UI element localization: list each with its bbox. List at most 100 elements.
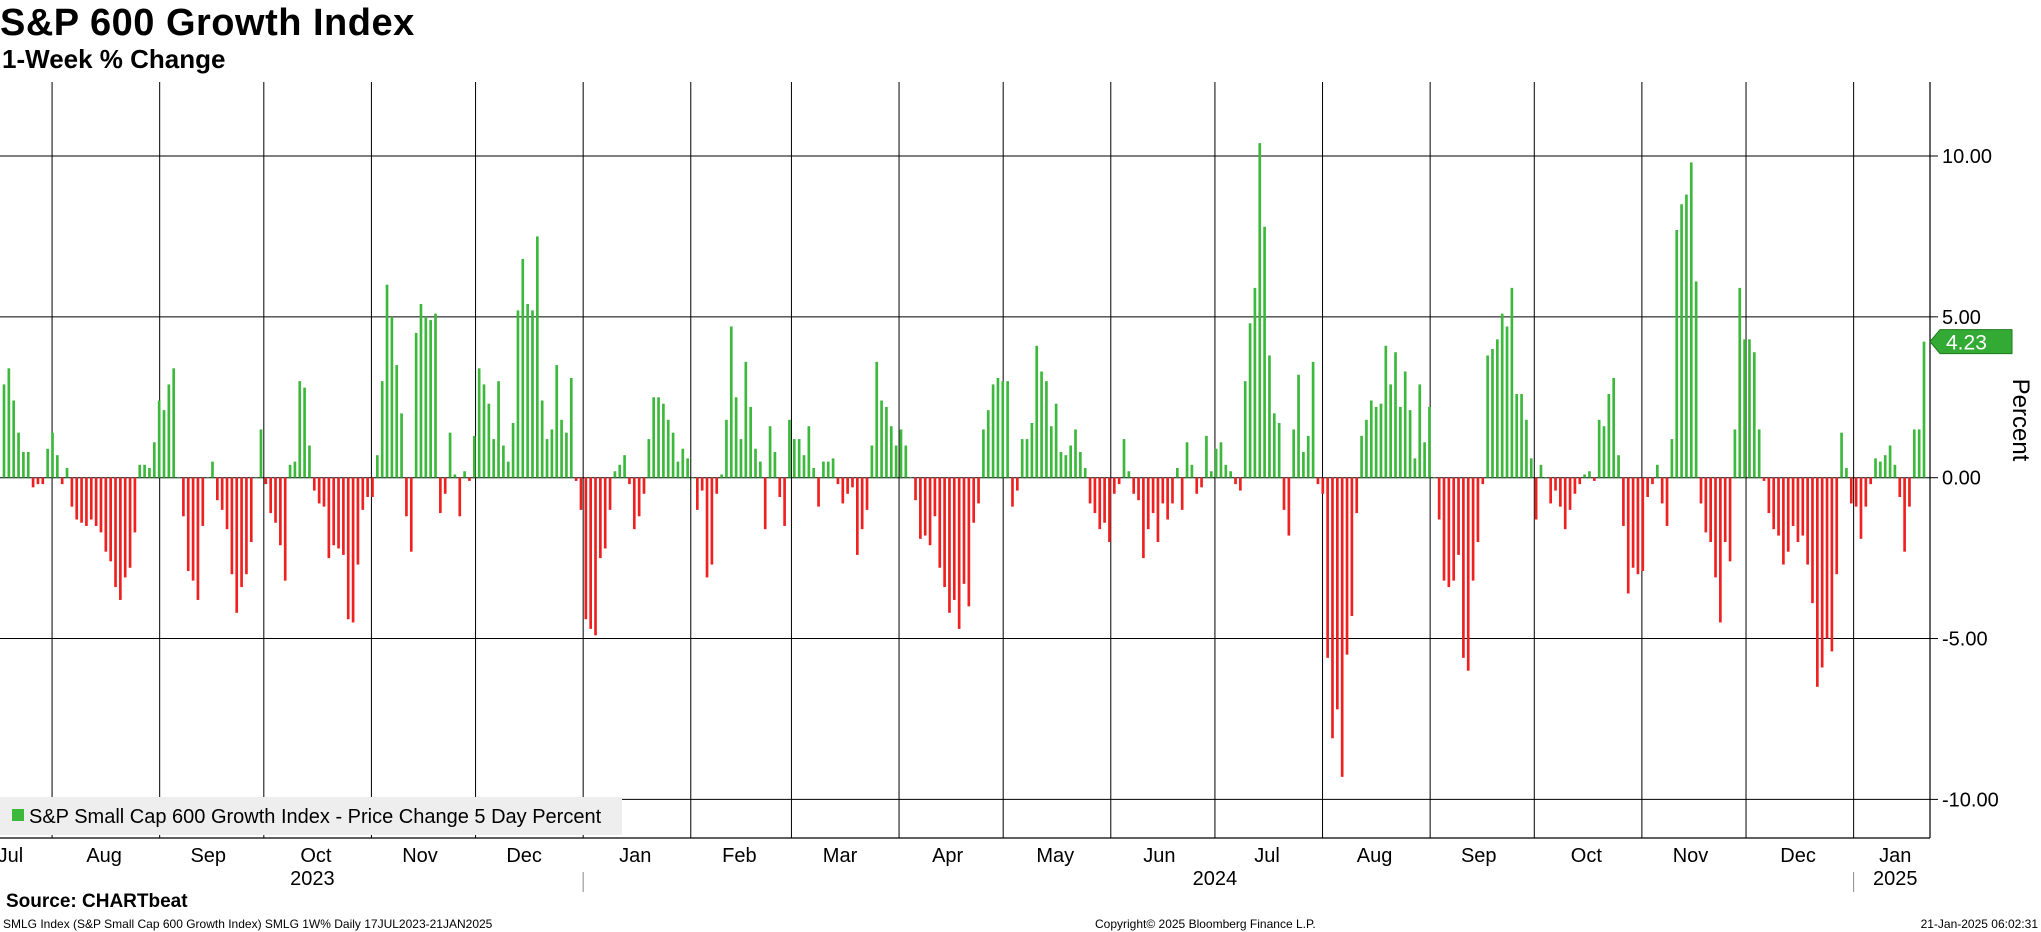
bar: [152, 442, 156, 478]
footer-timestamp: 21-Jan-2025 06:02:31: [1920, 917, 2038, 931]
bar: [1699, 477, 1703, 504]
bar: [1423, 442, 1426, 478]
bar: [1418, 384, 1422, 478]
bar: [1656, 464, 1659, 478]
bar: [211, 461, 214, 478]
bar: [458, 477, 462, 517]
bar: [1782, 477, 1785, 565]
bar: [705, 477, 709, 578]
bar: [856, 477, 859, 555]
bar: [768, 426, 772, 478]
bar: [967, 477, 971, 607]
bar: [225, 477, 229, 530]
bar: [22, 451, 25, 478]
bar: [376, 455, 379, 478]
bar: [1350, 477, 1354, 617]
bar: [1462, 477, 1465, 658]
bar: [550, 429, 554, 478]
bar: [1209, 471, 1213, 478]
bar: [1869, 477, 1872, 485]
x-month-label: Oct: [1571, 845, 1603, 867]
x-month-label: Apr: [932, 845, 963, 867]
bar: [1403, 371, 1407, 478]
bar: [1360, 435, 1363, 478]
bar: [1617, 455, 1620, 478]
bar: [337, 477, 340, 549]
bar: [1816, 477, 1819, 687]
bar: [85, 477, 88, 526]
bar: [1791, 477, 1795, 526]
bar: [80, 477, 83, 523]
bar: [1491, 349, 1494, 478]
bar: [1306, 435, 1310, 478]
bar: [1874, 458, 1877, 478]
x-month-label: Mar: [823, 845, 858, 867]
bar: [409, 477, 413, 552]
bar: [70, 477, 74, 507]
bar: [1515, 394, 1519, 478]
bar: [957, 477, 961, 629]
bar: [443, 477, 447, 494]
bar: [1665, 477, 1669, 526]
bar: [468, 477, 471, 481]
bar: [2, 384, 6, 478]
bar: [1166, 477, 1169, 520]
bar: [1917, 429, 1921, 478]
bar: [1510, 287, 1514, 478]
bar: [356, 477, 360, 565]
y-tick-label: 10.00: [1942, 146, 1992, 168]
legend-label: S&P Small Cap 600 Growth Index - Price C…: [29, 806, 602, 828]
bar: [904, 445, 908, 478]
bar: [1912, 429, 1916, 478]
bar: [56, 455, 59, 478]
y-tick-label: 5.00: [1942, 307, 1981, 329]
bar: [380, 381, 384, 478]
bar: [1292, 429, 1296, 478]
bar: [1180, 477, 1184, 510]
bar: [1171, 477, 1174, 504]
x-month-label: Oct: [300, 845, 332, 867]
bar: [1728, 477, 1732, 562]
bar: [65, 468, 69, 478]
bar: [1554, 477, 1557, 491]
bar: [715, 477, 719, 494]
bar: [885, 406, 888, 478]
bar: [933, 477, 937, 517]
bar: [531, 310, 534, 478]
bar: [1680, 204, 1683, 478]
bar: [196, 477, 200, 600]
bar: [1806, 477, 1809, 565]
bar: [613, 471, 617, 478]
bar: [1045, 381, 1048, 478]
bar: [46, 448, 49, 478]
bar: [1447, 477, 1451, 588]
bar: [1704, 477, 1708, 533]
bar: [1079, 451, 1082, 478]
bar: [1432, 477, 1436, 479]
x-month-label: Jul: [0, 845, 23, 867]
bar: [923, 477, 927, 536]
bar: [283, 477, 287, 581]
bar: [1529, 458, 1533, 478]
bar: [521, 258, 525, 478]
bar: [128, 477, 132, 568]
bar: [429, 320, 432, 478]
bar: [1326, 477, 1329, 658]
bar: [1054, 403, 1058, 478]
bar: [1811, 477, 1814, 604]
bar: [1719, 477, 1722, 623]
bar: [938, 477, 942, 568]
bar: [1820, 477, 1824, 668]
x-month-label: Dec: [506, 845, 542, 867]
bar: [1675, 229, 1679, 478]
bar: [1340, 477, 1344, 777]
bar: [545, 439, 549, 478]
bar: [749, 406, 752, 478]
bar: [919, 477, 922, 539]
bar: [1825, 477, 1829, 639]
y-tick-label: -5.00: [1942, 629, 1988, 651]
bar: [729, 326, 733, 478]
bar: [1132, 477, 1136, 494]
bar: [75, 477, 79, 520]
bar: [419, 303, 423, 478]
